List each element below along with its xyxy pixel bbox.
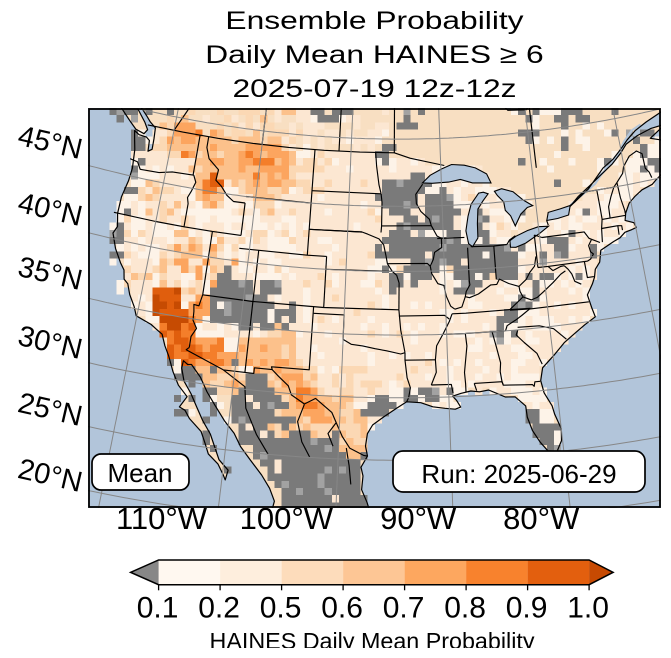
svg-text:0.5: 0.5	[260, 592, 302, 625]
svg-text:1.0: 1.0	[567, 592, 609, 625]
svg-text:0.1: 0.1	[137, 592, 179, 625]
svg-text:0.9: 0.9	[506, 592, 548, 625]
svg-text:0.6: 0.6	[321, 592, 363, 625]
svg-text:HAINES Daily Mean Probability: HAINES Daily Mean Probability	[210, 628, 535, 648]
svg-text:Mean: Mean	[107, 458, 172, 488]
svg-text:0.2: 0.2	[198, 592, 240, 625]
svg-text:0.8: 0.8	[444, 592, 486, 625]
svg-text:Run: 2025-06-29: Run: 2025-06-29	[421, 459, 616, 489]
svg-text:0.7: 0.7	[383, 592, 425, 625]
